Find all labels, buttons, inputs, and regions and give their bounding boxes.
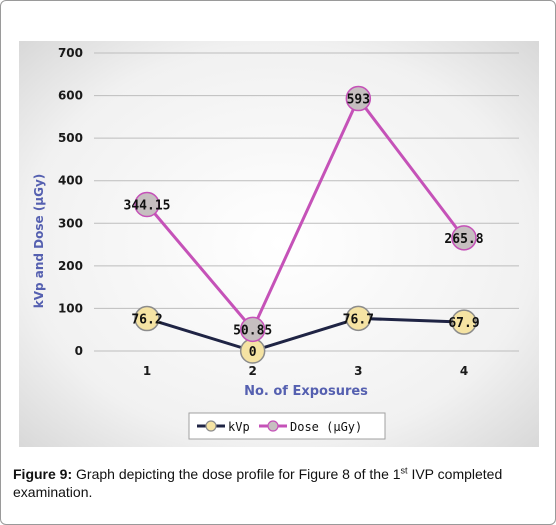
legend-swatch-marker-kvp xyxy=(205,420,217,432)
series-line-dose xyxy=(145,97,466,331)
data-label-kvp: 67.9 xyxy=(448,316,479,331)
data-label-dose: 265.8 xyxy=(444,232,483,247)
chart-area: 0 100 200 300 400 500 600 700 1 2 3 4 76.2 0 76.7 67.… xyxy=(19,41,539,447)
data-point-dose xyxy=(239,316,266,343)
data-label-kvp: 76.2 xyxy=(131,313,162,328)
caption-superscript: st xyxy=(400,465,408,476)
x-tick-label: 4 xyxy=(460,364,468,378)
data-label-dose: 344.15 xyxy=(124,198,171,213)
x-axis-title: No. of Exposures xyxy=(244,384,368,399)
x-tick-label: 1 xyxy=(143,364,151,378)
y-tick-label: 0 xyxy=(75,344,83,358)
x-tick-label: 3 xyxy=(354,364,362,378)
x-tick-label: 2 xyxy=(248,364,256,378)
series-line-kvp xyxy=(146,316,465,353)
legend-label-kvp: kVp xyxy=(228,420,250,434)
y-tick-label: 200 xyxy=(58,259,83,273)
caption-text: Graph depicting the dose profile for Fig… xyxy=(72,466,401,482)
y-tick-label: 700 xyxy=(58,46,83,60)
data-point-dose xyxy=(451,225,477,251)
data-point-kvp xyxy=(134,305,160,332)
legend-label-dose: Dose (µGy) xyxy=(290,420,362,434)
y-tick-label: 600 xyxy=(58,89,83,103)
caption-text-end: IVP completed examination. xyxy=(13,466,503,500)
data-label-dose: 593 xyxy=(347,93,370,108)
data-label-kvp: 76.7 xyxy=(343,312,374,327)
data-label-kvp: 0 xyxy=(249,345,257,360)
y-tick-label: 300 xyxy=(58,216,83,230)
figure-caption: Figure 9: Graph depicting the dose profi… xyxy=(13,465,547,501)
data-label-dose: 50.85 xyxy=(233,323,272,338)
data-point-kvp xyxy=(345,305,372,332)
data-point-kvp xyxy=(451,309,477,335)
y-axis-title: kVp and Dose (µGy) xyxy=(32,174,46,309)
y-tick-label: 400 xyxy=(58,174,83,188)
y-tick-label: 100 xyxy=(58,301,83,315)
y-tick-label: 500 xyxy=(58,131,83,145)
data-point-dose xyxy=(345,85,372,112)
legend: kVp Dose (µGy) xyxy=(188,412,386,440)
line-chart: 0 100 200 300 400 500 600 700 1 2 3 4 76.2 0 76.7 67.… xyxy=(19,41,539,447)
chart-background xyxy=(19,41,539,447)
caption-label: Figure 9: xyxy=(13,466,73,482)
data-point-dose xyxy=(134,191,160,218)
legend-swatch-marker-dose xyxy=(267,420,279,432)
